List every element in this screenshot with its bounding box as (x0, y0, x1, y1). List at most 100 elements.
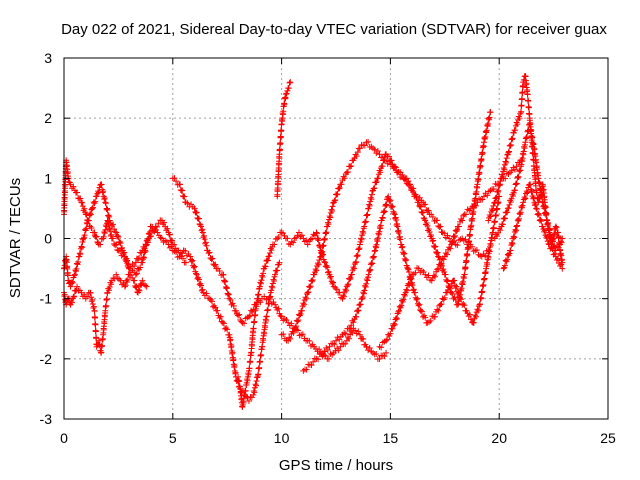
data-point-fill (545, 240, 552, 247)
x-tick-label: 5 (169, 430, 177, 446)
data-point-fill (388, 202, 395, 209)
data-point-fill (496, 182, 503, 189)
data-point-fill (154, 223, 161, 230)
data-point-marker (520, 199, 527, 206)
data-point-fill (475, 307, 482, 314)
data-point-fill (105, 287, 112, 294)
data-point-fill (491, 218, 498, 225)
data-point-fill (466, 311, 473, 318)
y-tick-label: -1 (40, 291, 53, 307)
data-point-fill (532, 202, 539, 209)
data-point-fill (490, 202, 497, 209)
data-point-fill (470, 319, 477, 326)
data-point-fill (346, 335, 353, 342)
data-point-marker (226, 295, 233, 302)
data-point-fill (269, 284, 276, 291)
data-point-fill (519, 95, 526, 102)
data-point-marker (278, 313, 285, 320)
data-point-fill (361, 142, 368, 149)
data-point-fill (477, 301, 483, 308)
data-point-fill (528, 127, 535, 134)
data-point-fill (393, 314, 400, 321)
data-point-fill (175, 247, 182, 254)
data-point-fill (490, 186, 497, 193)
data-point-fill (529, 188, 536, 195)
data-point-fill (538, 218, 545, 225)
data-point-fill (455, 289, 462, 296)
data-point-fill (512, 181, 519, 188)
data-point-fill (97, 182, 104, 189)
data-point-fill (276, 146, 283, 153)
data-point-fill (212, 304, 219, 311)
data-point-fill (451, 234, 458, 241)
data-point-fill (394, 223, 401, 230)
data-point-fill (503, 159, 510, 166)
chart-title: Day 022 of 2021, Sidereal Day-to-day VTE… (61, 21, 607, 38)
data-point-fill (491, 199, 498, 206)
data-point-fill (431, 244, 438, 251)
data-point-fill (438, 300, 445, 307)
data-point-fill (412, 289, 419, 296)
data-point-fill (315, 261, 322, 268)
data-point-fill (398, 302, 405, 309)
data-point-marker (356, 145, 363, 152)
data-point-fill (364, 277, 371, 284)
data-point-fill (472, 202, 479, 209)
data-point-fill (108, 222, 115, 229)
data-point-fill (340, 292, 347, 299)
data-point-marker (296, 229, 303, 236)
data-point-fill (271, 241, 278, 248)
data-point-fill (275, 234, 282, 241)
data-point-marker (363, 343, 370, 350)
data-point-marker (435, 253, 442, 260)
data-point-fill (330, 279, 337, 286)
data-point-fill (102, 227, 109, 234)
data-point-fill (161, 219, 168, 226)
data-point-fill (363, 280, 370, 287)
data-point-fill (497, 181, 504, 188)
data-point-fill (406, 281, 413, 288)
data-point-fill (360, 229, 367, 236)
data-point-fill (182, 247, 189, 254)
data-point-fill (519, 89, 526, 96)
data-point-fill (99, 189, 106, 196)
data-point-fill (313, 230, 320, 237)
data-point-marker (415, 199, 422, 206)
data-point-fill (383, 202, 390, 209)
data-point-marker (522, 139, 529, 146)
data-point-fill (381, 207, 388, 214)
data-point-fill (117, 240, 124, 247)
data-point-fill (404, 287, 411, 294)
data-point-fill (506, 201, 513, 208)
data-point-fill (418, 308, 425, 315)
data-point-fill (354, 252, 361, 259)
data-point-fill (472, 312, 479, 319)
data-point-fill (157, 234, 164, 241)
data-point-fill (358, 235, 365, 242)
data-point-fill (434, 217, 441, 224)
data-point-marker (272, 271, 279, 278)
data-point-fill (391, 210, 398, 217)
data-point-fill (70, 293, 77, 300)
data-point-fill (515, 174, 522, 181)
data-point-fill (277, 140, 284, 147)
data-point-fill (179, 187, 186, 194)
data-point-fill (293, 317, 300, 324)
data-point-marker (309, 235, 316, 242)
data-point-marker (139, 259, 146, 266)
data-point-fill (353, 258, 360, 265)
data-point-fill (212, 261, 219, 268)
data-point-fill (259, 273, 266, 280)
data-point-marker (389, 325, 396, 332)
data-point-fill (124, 276, 131, 283)
data-point-fill (486, 211, 493, 218)
data-point-fill (268, 283, 275, 290)
data-point-fill (387, 197, 394, 204)
data-point-fill (373, 179, 380, 186)
data-point-fill (236, 378, 243, 385)
data-point-fill (398, 244, 405, 251)
data-point-fill (124, 260, 131, 267)
data-point-fill (92, 198, 99, 205)
data-point-fill (258, 351, 265, 358)
data-point-fill (274, 267, 281, 274)
